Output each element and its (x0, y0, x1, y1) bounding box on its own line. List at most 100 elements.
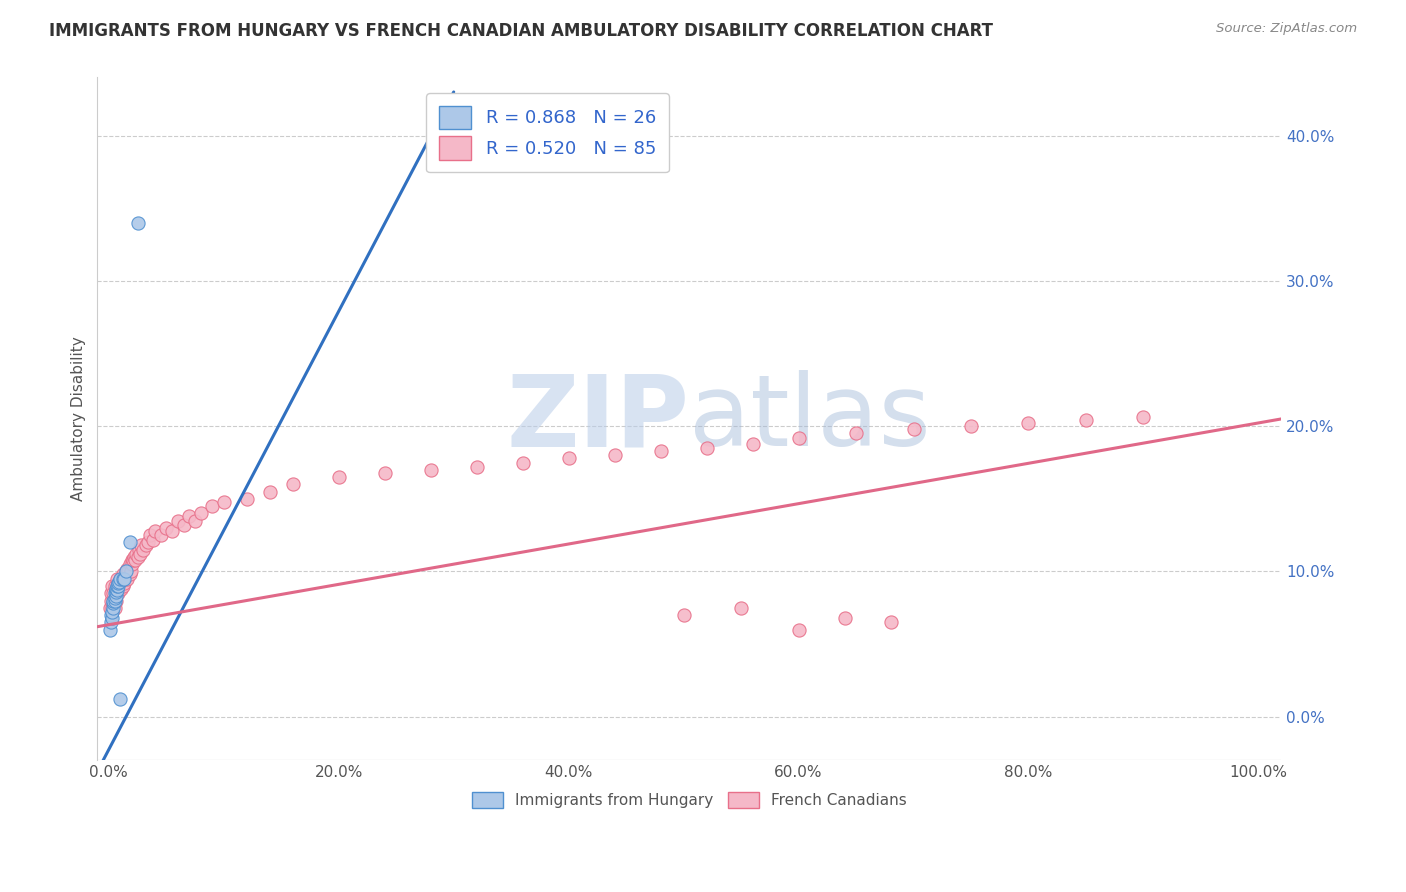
Point (122, 549, 145, 564)
Y-axis label: Ambulatory Disability: Ambulatory Disability (72, 336, 86, 501)
Point (603, 448, 626, 462)
Point (107, 586, 129, 600)
Point (787, 623, 810, 637)
Point (143, 524, 166, 538)
Point (281, 477, 304, 491)
Point (834, 611, 856, 625)
Point (259, 484, 281, 499)
Point (236, 491, 259, 506)
Point (184, 514, 207, 528)
Text: atlas: atlas (689, 370, 931, 467)
Point (136, 535, 159, 549)
Point (104, 582, 127, 596)
Point (149, 528, 172, 542)
Point (110, 579, 132, 593)
Point (103, 593, 125, 607)
Point (129, 538, 152, 552)
Point (104, 586, 127, 600)
Point (960, 419, 983, 434)
Point (845, 426, 868, 441)
Point (117, 565, 139, 579)
Point (127, 216, 149, 230)
Text: ZIP: ZIP (506, 370, 689, 467)
Point (124, 553, 146, 567)
Point (465, 459, 488, 474)
Point (650, 443, 672, 458)
Point (141, 533, 163, 547)
Point (105, 579, 128, 593)
Point (166, 514, 188, 528)
Point (128, 542, 150, 557)
Point (100, 608, 122, 623)
Point (155, 521, 177, 535)
Point (696, 441, 718, 455)
Point (105, 579, 128, 593)
Point (118, 535, 141, 549)
Point (105, 572, 128, 586)
Point (108, 582, 131, 596)
Point (108, 576, 131, 591)
Point (741, 436, 763, 450)
Point (105, 583, 128, 598)
Point (132, 542, 155, 557)
Point (104, 593, 127, 607)
Point (118, 567, 141, 582)
Point (120, 565, 142, 579)
Point (112, 572, 135, 586)
Point (115, 572, 138, 586)
Point (121, 553, 143, 567)
Point (114, 572, 136, 586)
Point (107, 579, 129, 593)
Text: Source: ZipAtlas.com: Source: ZipAtlas.com (1216, 22, 1357, 36)
Point (115, 565, 138, 579)
Point (110, 572, 132, 586)
Point (139, 528, 162, 542)
Legend: Immigrants from Hungary, French Canadians: Immigrants from Hungary, French Canadian… (465, 786, 912, 814)
Point (374, 466, 396, 480)
Point (110, 572, 132, 586)
Point (107, 579, 129, 593)
Point (104, 600, 127, 615)
Point (419, 463, 441, 477)
Point (160, 524, 183, 538)
Point (112, 570, 135, 584)
Point (212, 494, 235, 508)
Point (104, 579, 127, 593)
Point (179, 509, 201, 524)
Point (111, 579, 134, 593)
Point (328, 470, 350, 484)
Point (125, 547, 148, 561)
Point (104, 584, 127, 599)
Point (108, 574, 131, 589)
Point (557, 451, 579, 466)
Point (107, 576, 129, 591)
Point (127, 549, 149, 564)
Point (101, 605, 124, 619)
Point (110, 572, 132, 586)
Point (101, 611, 124, 625)
Point (1132, 410, 1154, 425)
Point (104, 591, 127, 605)
Point (104, 586, 127, 600)
Point (122, 553, 145, 567)
Text: IMMIGRANTS FROM HUNGARY VS FRENCH CANADIAN AMBULATORY DISABILITY CORRELATION CHA: IMMIGRANTS FROM HUNGARY VS FRENCH CANADI… (49, 22, 993, 40)
Point (100, 615, 122, 630)
Point (879, 615, 901, 630)
Point (111, 572, 134, 586)
Point (115, 567, 138, 582)
Point (128, 547, 150, 561)
Point (104, 593, 127, 607)
Point (118, 558, 141, 572)
Point (104, 589, 127, 603)
Point (103, 593, 125, 607)
Point (103, 586, 125, 600)
Point (100, 593, 122, 607)
Point (110, 692, 132, 706)
Point (1074, 413, 1097, 427)
Point (787, 431, 810, 445)
Point (115, 561, 138, 575)
Point (98, 600, 121, 615)
Point (201, 499, 224, 513)
Point (103, 600, 125, 615)
Point (121, 558, 143, 572)
